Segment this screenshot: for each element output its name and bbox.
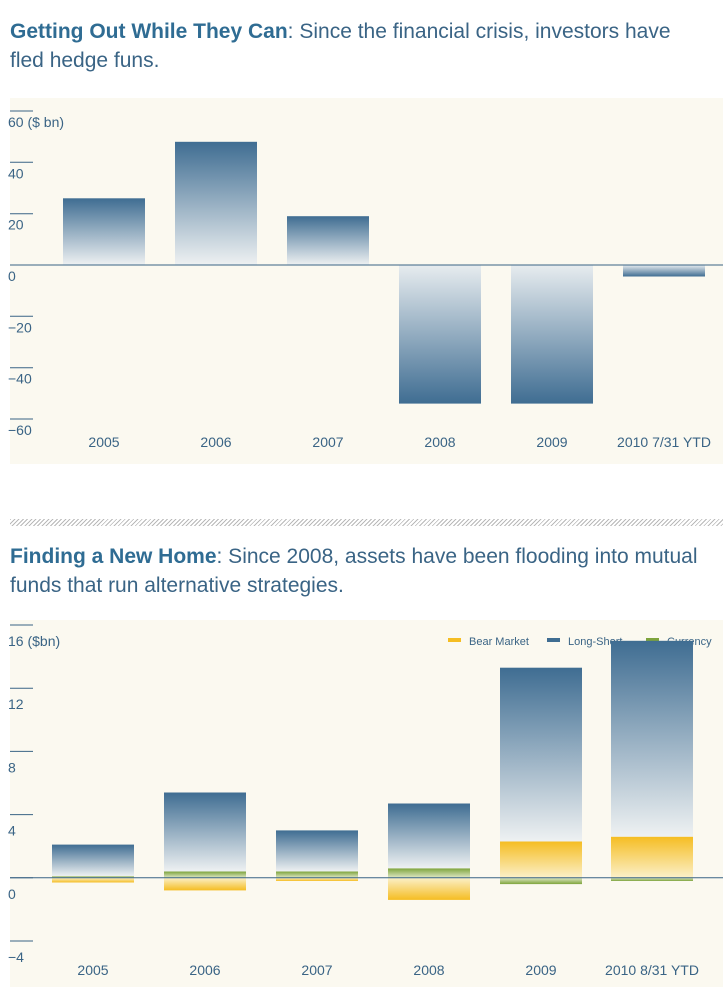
bar-long-short-2008 [388, 803, 470, 869]
bottom-chart-title-bold: Finding a New Home [10, 545, 217, 568]
chart-panel [10, 98, 723, 464]
bar-long-short-2007 [276, 830, 358, 872]
y-tick-label: 12 [8, 696, 24, 712]
bar-currency-2010-8-31-ytd [611, 877, 693, 881]
x-category-label: 2010 7/31 YTD [617, 434, 711, 450]
bar-long-short-2009 [500, 667, 582, 842]
x-category-label: 2009 [525, 962, 556, 978]
x-category-label: 2006 [189, 962, 220, 978]
bar-2006 [175, 141, 257, 265]
x-category-label: 2007 [312, 434, 343, 450]
y-tick-label: 0 [8, 268, 16, 284]
chart-panel [10, 620, 723, 987]
x-category-label: 2005 [88, 434, 119, 450]
y-tick-label: 20 [8, 217, 24, 233]
y-tick-label: 40 [8, 165, 24, 181]
hedge-fund-flows-chart: 60 ($ bn) 40 20 0 −20 −40 −60 2005 2006 2007 2008… [8, 98, 723, 464]
top-chart-title-bold: Getting Out While They Can [10, 20, 288, 43]
y-tick-label: −40 [8, 371, 32, 387]
bar-currency-2007 [276, 871, 358, 878]
legend-swatch-long-short [547, 638, 560, 642]
section-divider [10, 519, 723, 526]
bar-bear-market-2006 [164, 877, 246, 891]
bar-2010-7-31-ytd [623, 265, 705, 277]
y-tick-label: −60 [8, 422, 32, 438]
bar-bear-market-2009 [500, 841, 582, 878]
legend-swatch-currency [646, 638, 659, 642]
legend-swatch-bear-market [448, 638, 461, 642]
y-tick-label: −20 [8, 319, 32, 335]
bar-bear-market-2007 [276, 877, 358, 881]
y-tick-label: 4 [8, 823, 16, 839]
x-category-label: 2009 [536, 434, 567, 450]
bar-long-short-2006 [164, 792, 246, 872]
top-chart-title-rest: : Since the financial crisis, investors … [10, 20, 671, 72]
bar-2007 [287, 216, 369, 265]
x-category-label: 2008 [413, 962, 444, 978]
bar-bear-market-2010-8-31-ytd [611, 836, 693, 878]
bar-2009 [511, 265, 593, 404]
bar-long-short-2010-8-31-ytd [611, 640, 693, 837]
bar-long-short-2005 [52, 844, 134, 877]
top-chart-title: Getting Out While They Can: Since the fi… [10, 17, 710, 75]
legend-label-bear-market: Bear Market [469, 636, 529, 648]
y-tick-label: 16 ($bn) [8, 633, 60, 649]
bar-bear-market-2008 [388, 877, 470, 900]
y-tick-label: 8 [8, 759, 16, 775]
x-category-label: 2008 [424, 434, 455, 450]
legend-label-long-short: Long-Short [568, 636, 622, 648]
bar-currency-2008 [388, 868, 470, 878]
bar-bear-market-2005 [52, 877, 134, 883]
bar-currency-2006 [164, 871, 246, 878]
bar-2008 [399, 265, 481, 404]
y-tick-label: −4 [8, 949, 24, 965]
x-category-label: 2005 [77, 962, 108, 978]
y-tick-label: 60 ($ bn) [8, 114, 64, 130]
x-category-label: 2007 [301, 962, 332, 978]
bottom-chart-title: Finding a New Home: Since 2008, assets h… [10, 542, 710, 600]
x-category-label: 2006 [200, 434, 231, 450]
bar-currency-2005 [52, 876, 134, 878]
bottom-chart-title-rest: : Since 2008, assets have been flooding … [10, 545, 698, 597]
y-tick-label: 0 [8, 886, 16, 902]
bar-currency-2009 [500, 877, 582, 885]
bar-2005 [63, 198, 145, 265]
x-category-label: 2010 8/31 YTD [605, 962, 699, 978]
